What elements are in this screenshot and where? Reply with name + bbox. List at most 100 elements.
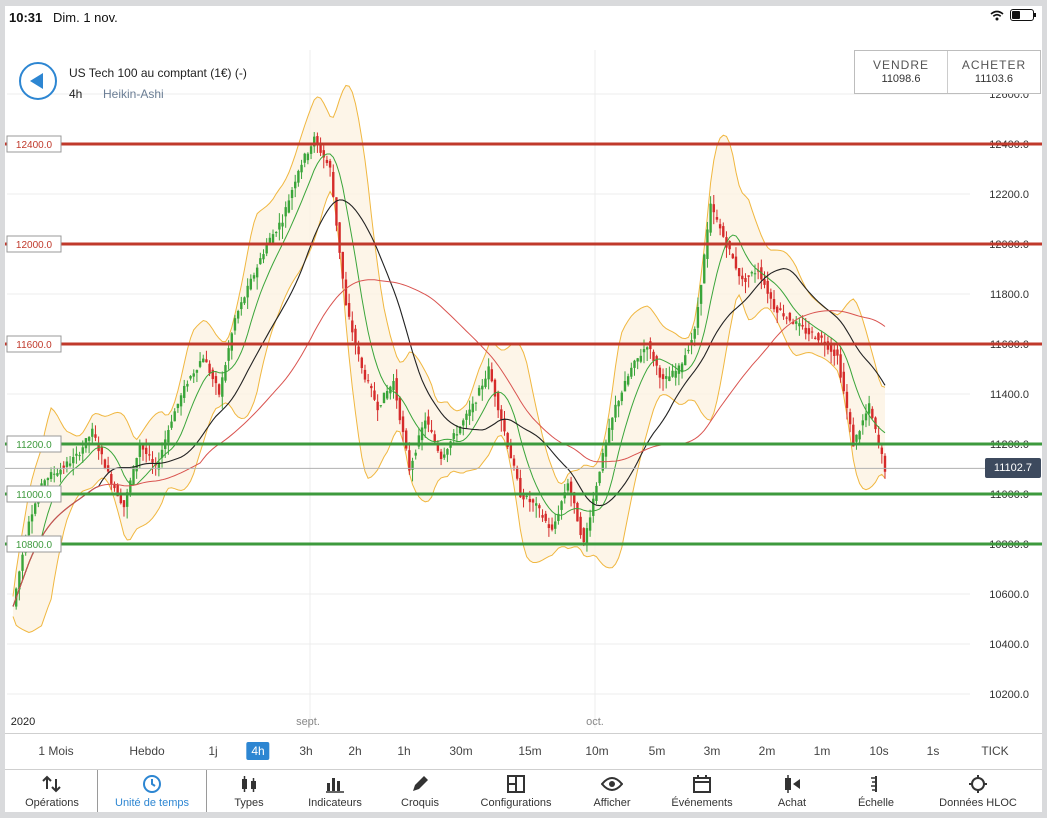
timeframe-5m[interactable]: 5m bbox=[648, 744, 666, 758]
candle-body bbox=[585, 528, 589, 546]
candle-body bbox=[779, 308, 782, 310]
back-button[interactable] bbox=[19, 62, 57, 100]
sell-price: 11098.6 bbox=[881, 73, 921, 85]
timeframe-1-mois[interactable]: 1 Mois bbox=[38, 744, 74, 758]
toolbar-button-6[interactable]: Afficher bbox=[570, 770, 654, 812]
timeframe-3m[interactable]: 3m bbox=[703, 744, 721, 758]
candle-body bbox=[788, 312, 792, 321]
timeframe-30m[interactable]: 30m bbox=[449, 744, 473, 758]
candle-body bbox=[566, 483, 570, 491]
candle-body bbox=[804, 327, 807, 334]
candle-body bbox=[455, 434, 459, 436]
toolbar-button-5[interactable]: Configurations bbox=[461, 770, 571, 812]
candle-body bbox=[763, 279, 766, 285]
sell-button[interactable]: VENDRE 11098.6 bbox=[855, 51, 947, 93]
toolbar-button-1[interactable]: Unité de temps bbox=[97, 770, 207, 812]
candle-body bbox=[452, 433, 455, 439]
candle-body bbox=[652, 351, 655, 362]
toolbar-button-0[interactable]: Opérations bbox=[6, 770, 99, 812]
candle-body bbox=[576, 502, 579, 522]
candle-body bbox=[208, 363, 211, 374]
toolbar-button-3[interactable]: Indicateurs bbox=[291, 770, 379, 812]
wifi-icon bbox=[990, 10, 1004, 20]
candle-body bbox=[588, 517, 592, 531]
current-price-label: 11102.7 bbox=[985, 458, 1041, 479]
timeframe-4h[interactable]: 4h bbox=[246, 742, 270, 760]
candle-body bbox=[484, 378, 487, 388]
candle-body bbox=[125, 492, 129, 507]
candle-body bbox=[582, 528, 585, 543]
candle-body bbox=[785, 317, 788, 319]
candle-body bbox=[842, 371, 845, 392]
candle-body bbox=[167, 429, 170, 443]
candle-body bbox=[401, 416, 405, 433]
candle-body bbox=[541, 515, 544, 518]
candle-body bbox=[430, 429, 433, 432]
candle-body bbox=[687, 349, 690, 352]
toolbar-label: Croquis bbox=[401, 797, 439, 809]
candle-body bbox=[122, 500, 126, 508]
candle-body bbox=[477, 387, 481, 396]
timeframe-10m[interactable]: 10m bbox=[585, 744, 609, 758]
scale-icon bbox=[834, 774, 918, 794]
toolbar-button-2[interactable]: Types bbox=[207, 770, 291, 812]
candle-body bbox=[604, 442, 608, 457]
level-label: 12000.0 bbox=[16, 240, 53, 251]
candle-body bbox=[160, 449, 164, 458]
candle-body bbox=[30, 514, 34, 522]
buy-button[interactable]: ACHETER 11103.6 bbox=[948, 51, 1040, 93]
candle-body bbox=[833, 349, 836, 356]
candle-body bbox=[807, 328, 811, 335]
buy-icon bbox=[750, 774, 834, 794]
eye-icon bbox=[570, 774, 654, 794]
candle-body bbox=[515, 467, 519, 479]
timeframe-1h[interactable]: 1h bbox=[397, 744, 411, 758]
level-label-box bbox=[6, 335, 62, 353]
level-label: 11200.0 bbox=[16, 440, 52, 451]
candle-body bbox=[557, 513, 560, 522]
candle-body bbox=[864, 413, 868, 421]
candle-body bbox=[75, 453, 78, 456]
toolbar-button-10[interactable]: Données HLOC bbox=[923, 770, 1033, 812]
candle-body bbox=[791, 321, 795, 324]
timeframe-15m[interactable]: 15m bbox=[518, 744, 542, 758]
y-tick-label: 10600.0 bbox=[989, 589, 1029, 601]
toolbar-button-4[interactable]: Croquis bbox=[380, 770, 460, 812]
candle-body bbox=[560, 501, 563, 510]
chart-canvas[interactable]: 12600.012400.012200.012000.011800.011600… bbox=[5, 28, 1042, 731]
timeframe-1j[interactable]: 1j bbox=[208, 744, 218, 758]
candle-body bbox=[509, 444, 513, 459]
trade-divider bbox=[947, 51, 948, 93]
candle-body bbox=[278, 222, 281, 230]
candle-body bbox=[100, 447, 103, 455]
toolbar-button-9[interactable]: Échelle bbox=[834, 770, 918, 812]
candle-body bbox=[417, 435, 421, 447]
price-chart[interactable]: 12600.012400.012200.012000.011800.011600… bbox=[5, 28, 1042, 731]
candle-body bbox=[33, 503, 37, 514]
candle-body bbox=[157, 462, 161, 470]
candle-body bbox=[481, 385, 484, 390]
timeframe-3h[interactable]: 3h bbox=[299, 744, 313, 758]
candle-body bbox=[443, 454, 446, 458]
toolbar-label: Événements bbox=[671, 797, 733, 809]
candle-body bbox=[690, 339, 693, 343]
pencil-icon bbox=[380, 774, 460, 794]
candle-body bbox=[626, 376, 630, 385]
candle-body bbox=[538, 505, 541, 509]
timeframe-2m[interactable]: 2m bbox=[758, 744, 776, 758]
candle-body bbox=[645, 347, 649, 350]
timeframe-1m[interactable]: 1m bbox=[813, 744, 831, 758]
candle-body bbox=[699, 285, 703, 304]
candle-body bbox=[636, 358, 639, 362]
candle-body bbox=[255, 267, 259, 278]
toolbar-label: Indicateurs bbox=[308, 797, 362, 809]
toolbar-button-7[interactable]: Événements bbox=[654, 770, 750, 812]
toolbar-button-8[interactable]: Achat bbox=[750, 770, 834, 812]
timeframe-tick[interactable]: TICK bbox=[981, 744, 1009, 758]
timeframe-2h[interactable]: 2h bbox=[348, 744, 362, 758]
candle-body bbox=[309, 146, 313, 154]
timeframe-1s[interactable]: 1s bbox=[926, 744, 940, 758]
timeframe-hebdo[interactable]: Hebdo bbox=[129, 744, 165, 758]
timeframe-10s[interactable]: 10s bbox=[869, 744, 889, 758]
candle-body bbox=[623, 380, 627, 392]
